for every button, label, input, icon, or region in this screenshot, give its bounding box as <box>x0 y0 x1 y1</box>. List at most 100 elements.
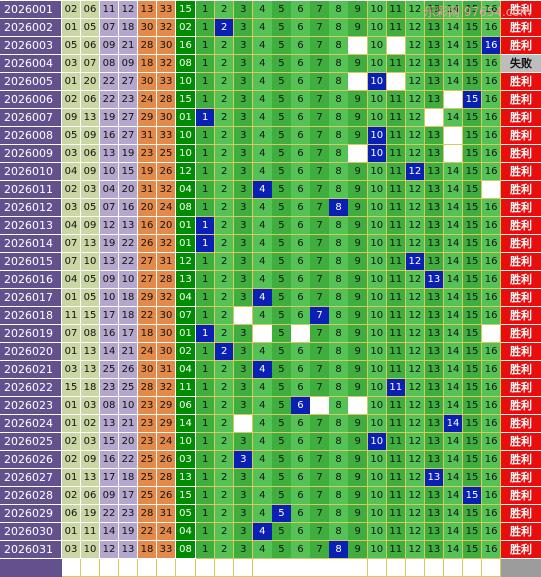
position-cell: 11 <box>386 361 406 379</box>
position-cell: 1 <box>196 19 216 37</box>
position-cell: 12 <box>405 415 426 433</box>
ball-number-cell: 10 <box>100 163 119 181</box>
position-cell: 5 <box>272 145 292 163</box>
position-cell: 10 <box>367 271 387 289</box>
ball-number-cell: 22 <box>100 505 119 523</box>
ball-number-cell: 02 <box>62 487 81 505</box>
position-cell: 16 <box>481 73 502 91</box>
ball-number-cell: 05 <box>62 37 81 55</box>
ball-number-cell: 21 <box>119 343 138 361</box>
position-cell: 4 <box>253 217 273 235</box>
position-cell: 3 <box>234 541 254 559</box>
ball-number-cell: 13 <box>100 253 119 271</box>
position-cell: 5 <box>272 433 292 451</box>
position-cell: 7 <box>310 1 330 19</box>
position-cell: 9 <box>348 127 368 145</box>
period-cell: 2026007 <box>0 109 62 127</box>
position-cell: 3 <box>234 361 254 379</box>
position-cell: 15 <box>462 73 483 91</box>
position-cell: 13 <box>424 217 445 235</box>
position-cell: 13 <box>424 145 445 163</box>
position-cell: 6 <box>291 109 311 127</box>
position-cell: 15 <box>462 415 483 433</box>
ball-number-cell: 01 <box>62 343 81 361</box>
position-cell: 11 <box>386 289 406 307</box>
ball-number-cell: 09 <box>119 55 138 73</box>
position-cell: 1 <box>196 397 216 415</box>
position-cell: 8 <box>329 235 349 253</box>
position-cell: 2 <box>215 415 235 433</box>
position-cell: 12 <box>405 307 426 325</box>
ball-number-cell: 32 <box>157 55 176 73</box>
position-cell: 5 <box>272 379 292 397</box>
position-cell: 10 <box>367 361 387 379</box>
tail-number-cell: 08 <box>176 55 196 73</box>
position-cell: 12 <box>405 1 426 19</box>
position-cell: 8 <box>329 505 349 523</box>
ball-number-cell: 05 <box>81 199 100 217</box>
ball-number-cell: 06 <box>62 505 81 523</box>
position-cell: 2 <box>215 127 235 145</box>
position-cell: 4 <box>253 271 273 289</box>
position-cell: 13 <box>424 235 445 253</box>
position-cell: 14 <box>443 325 464 343</box>
ball-number-cell: 18 <box>119 289 138 307</box>
ball-number-cell: 11 <box>100 1 119 19</box>
result-win-badge: 胜利 <box>501 271 541 289</box>
period-cell: 2026012 <box>0 199 62 217</box>
result-win-badge: 胜利 <box>501 163 541 181</box>
footer-position-cell <box>291 559 311 577</box>
position-cell: 5 <box>272 55 292 73</box>
result-win-badge: 胜利 <box>501 487 541 505</box>
ball-number-cell: 15 <box>81 307 100 325</box>
ball-number-cell: 03 <box>62 145 81 163</box>
result-win-badge: 胜利 <box>501 127 541 145</box>
position-cell: 3 <box>234 217 254 235</box>
position-cell: 14 <box>443 163 464 181</box>
position-cell: 12 <box>405 235 426 253</box>
ball-number-cell: 22 <box>119 235 138 253</box>
position-cell: 10 <box>367 325 387 343</box>
position-cell: 8 <box>329 163 349 181</box>
position-cell: 11 <box>386 433 406 451</box>
ball-number-cell: 07 <box>62 235 81 253</box>
result-win-badge: 胜利 <box>501 253 541 271</box>
position-cell: 11 <box>386 343 406 361</box>
position-hit-cell: 4 <box>253 181 273 199</box>
position-hit-cell: 1 <box>196 235 216 253</box>
position-cell: 7 <box>310 379 330 397</box>
position-cell: 9 <box>348 343 368 361</box>
position-cell: 16 <box>481 487 502 505</box>
ball-number-cell: 30 <box>138 19 157 37</box>
tail-number-cell: 01 <box>176 109 196 127</box>
position-cell: 1 <box>196 541 216 559</box>
tail-number-cell: 08 <box>176 199 196 217</box>
position-cell: 9 <box>348 415 368 433</box>
position-cell: 14 <box>443 109 464 127</box>
position-cell: 5 <box>272 523 292 541</box>
ball-number-cell: 06 <box>81 487 100 505</box>
ball-number-cell: 18 <box>119 469 138 487</box>
position-cell: 7 <box>310 487 330 505</box>
position-cell: 12 <box>405 397 426 415</box>
position-cell: 6 <box>291 91 311 109</box>
position-cell: 4 <box>253 307 273 325</box>
tail-number-cell: 10 <box>176 145 196 163</box>
position-cell: 5 <box>272 163 292 181</box>
position-cell: 2 <box>215 199 235 217</box>
position-cell: 15 <box>462 127 483 145</box>
position-cell: 10 <box>367 109 387 127</box>
position-cell: 14 <box>443 19 464 37</box>
position-cell: 14 <box>443 487 464 505</box>
result-win-badge: 胜利 <box>501 469 541 487</box>
ball-number-cell: 20 <box>119 433 138 451</box>
position-cell: 3 <box>234 433 254 451</box>
position-blank-cell <box>386 73 406 91</box>
footer-position-cell <box>234 559 254 577</box>
position-cell: 16 <box>481 271 502 289</box>
position-cell: 7 <box>310 415 330 433</box>
position-cell: 8 <box>329 253 349 271</box>
position-cell: 12 <box>405 37 426 55</box>
ball-number-cell: 30 <box>138 361 157 379</box>
ball-number-cell: 17 <box>100 469 119 487</box>
